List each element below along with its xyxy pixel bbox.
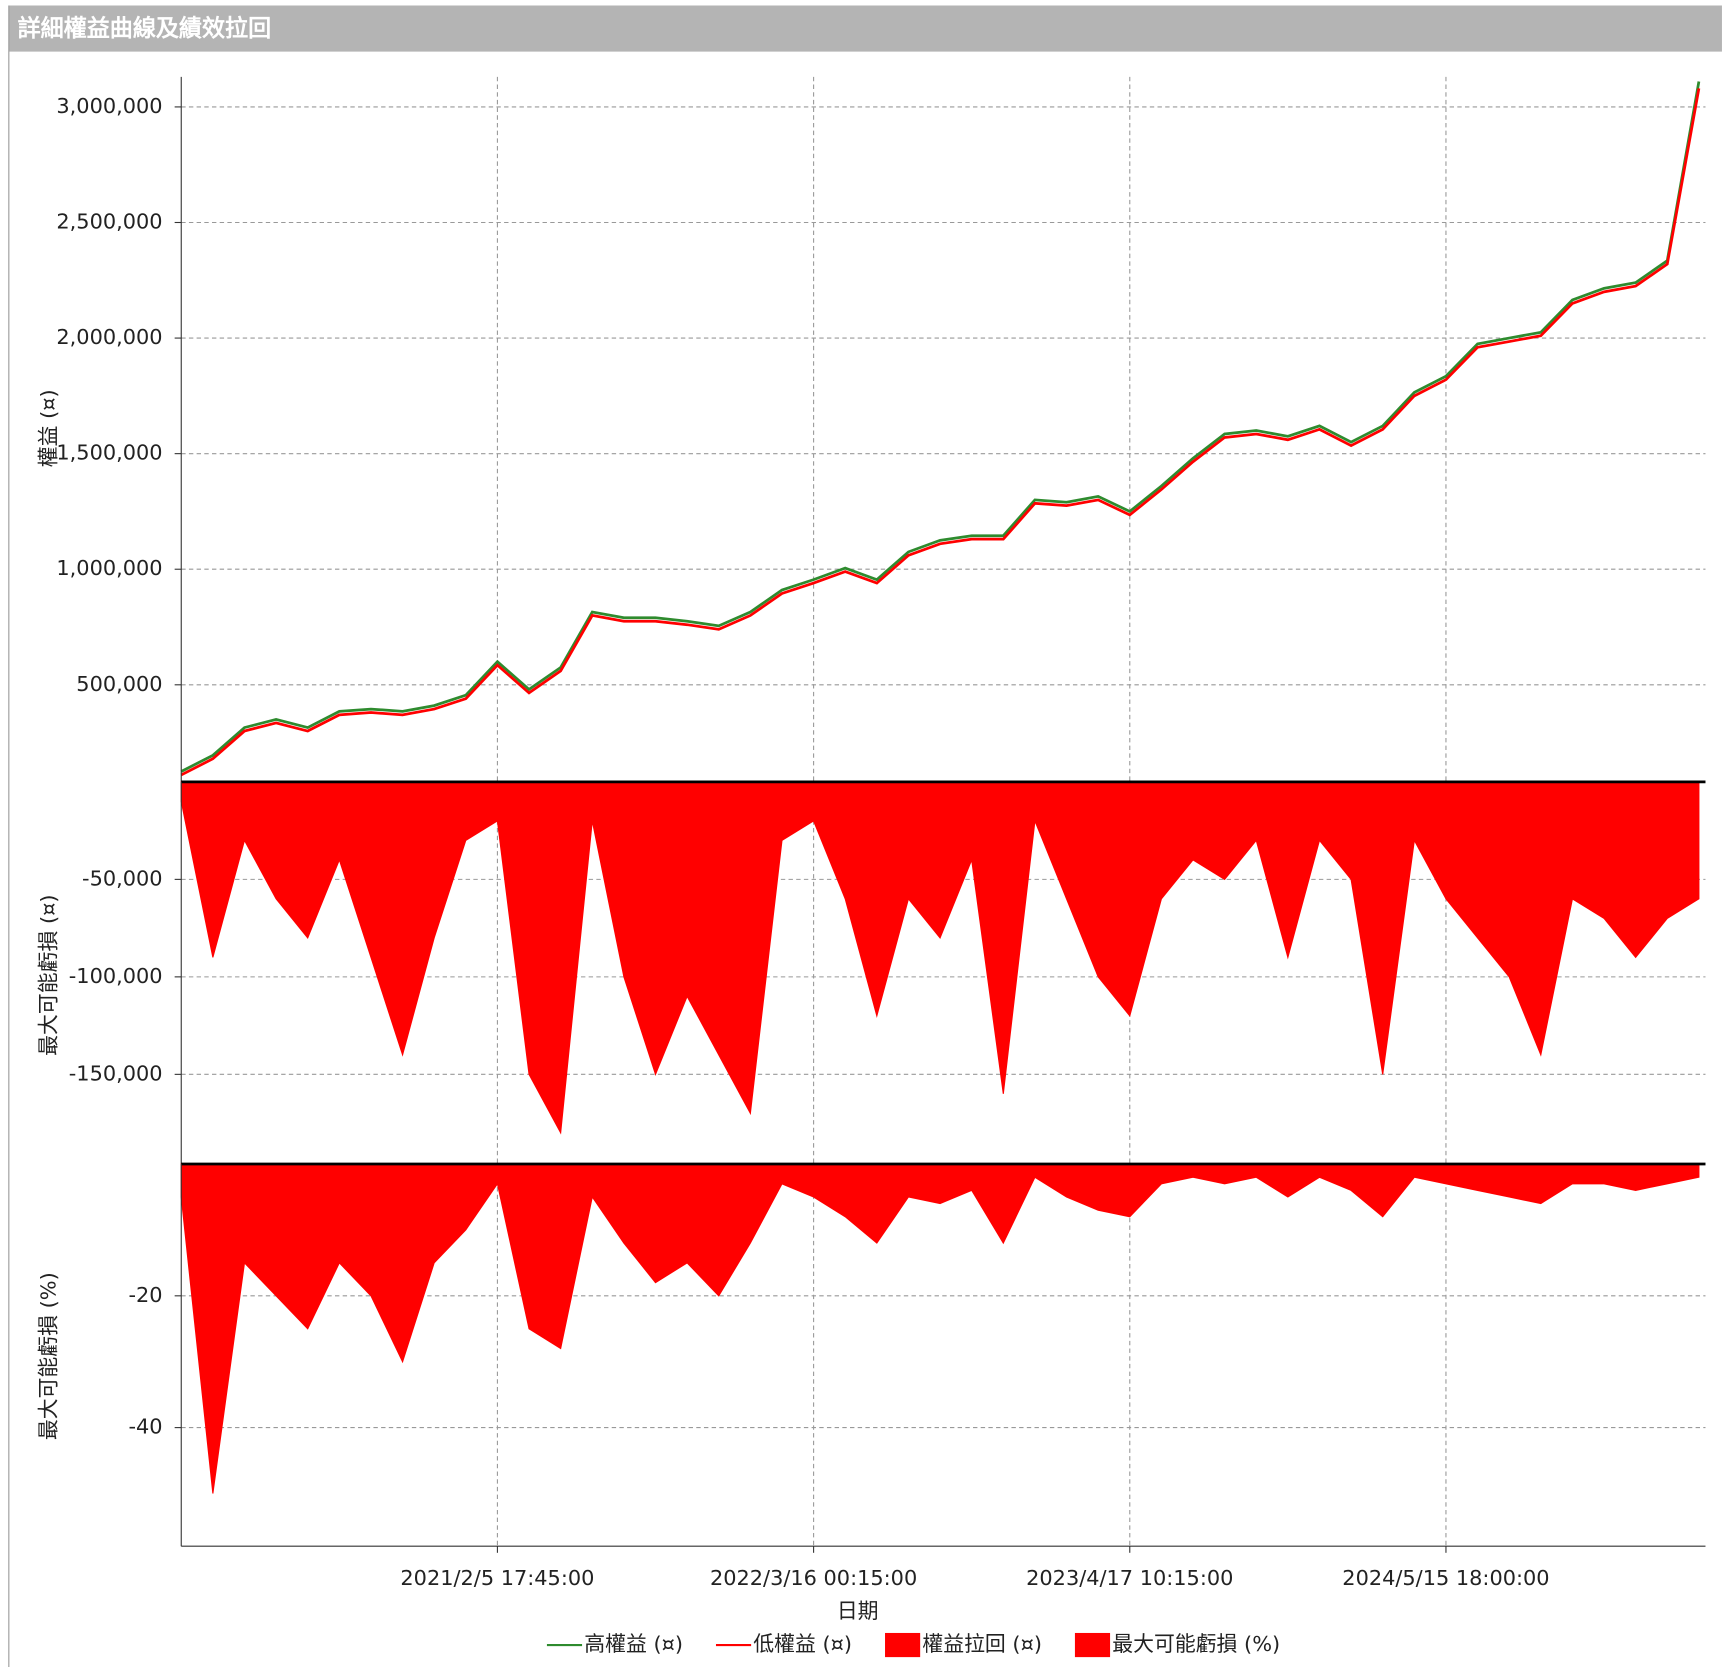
legend-label: 最大可能虧損 (%) [1112,1632,1280,1656]
x-tick-label: 2021/2/5 17:45:00 [400,1566,594,1590]
y-tick-label: 1,500,000 [56,441,162,465]
y-axis-label: 權益 (¤) [36,389,60,467]
y-tick-label: -40 [128,1415,162,1439]
y-tick-label: -100,000 [69,964,163,988]
y-tick-label: -150,000 [69,1061,163,1085]
y-tick-label: -50,000 [82,866,163,890]
y-tick-label: 500,000 [76,672,162,696]
x-axis-label: 日期 [837,1599,879,1623]
drawdown-area [180,781,1700,1135]
x-tick-label: 2022/3/16 00:15:00 [710,1566,917,1590]
y-tick-label: 3,000,000 [56,94,162,118]
y-tick-label: -20 [128,1283,162,1307]
title-bar [8,5,1722,52]
drawdown-area [180,1163,1700,1494]
y-axis-label: 最大可能虧損 (¤) [36,894,60,1055]
y-tick-label: 1,000,000 [56,556,162,580]
legend-swatch [1074,1632,1111,1658]
legend-label: 低權益 (¤) [753,1632,852,1656]
legend-label: 權益拉回 (¤) [922,1632,1042,1656]
y-tick-label: 2,000,000 [56,325,162,349]
y-axis-label: 最大可能虧損 (%) [36,1272,60,1440]
chart-title: 詳細權益曲線及績效拉回 [18,15,272,42]
legend-label: 高權益 (¤) [584,1632,683,1656]
equity-line [180,88,1701,777]
x-tick-label: 2024/5/15 18:00:00 [1342,1566,1549,1590]
y-tick-label: 2,500,000 [56,209,162,233]
equity-line [180,81,1701,773]
legend-swatch [885,1632,921,1658]
x-tick-label: 2023/4/17 10:15:00 [1026,1566,1233,1590]
